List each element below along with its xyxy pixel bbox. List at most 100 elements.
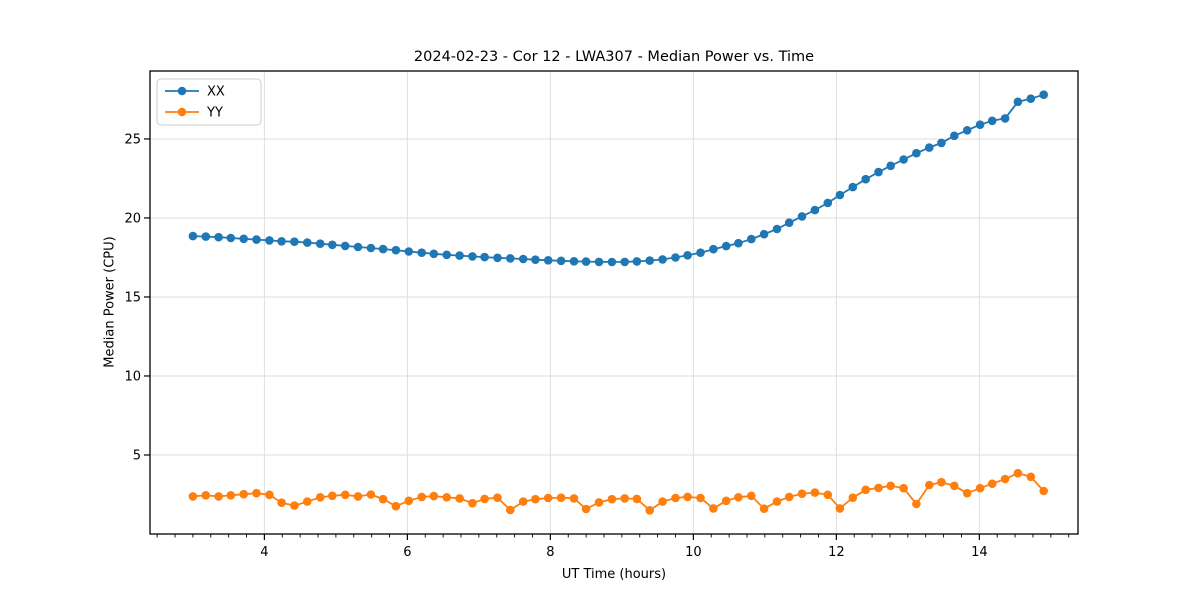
series-XX-point: [594, 257, 604, 267]
series-YY-point: [581, 504, 591, 514]
series-YY-point: [899, 483, 908, 493]
legend-marker-YY: [177, 107, 187, 117]
series-YY-point: [683, 492, 692, 502]
series-YY-point: [861, 485, 870, 495]
legend-label-YY: YY: [206, 106, 223, 121]
series-XX-point: [442, 250, 452, 260]
series-YY-point: [607, 494, 617, 504]
series-XX-point: [1013, 97, 1023, 107]
series-XX-point: [581, 257, 591, 266]
series-YY-point: [1026, 472, 1036, 482]
series-XX-point: [835, 190, 845, 200]
series-XX-point: [874, 167, 883, 177]
series-XX-point: [417, 248, 427, 257]
series-YY-point: [404, 496, 414, 506]
series-YY-point: [835, 504, 845, 513]
series-XX-point: [810, 205, 820, 215]
series-YY-point: [290, 501, 299, 510]
series-YY-point: [455, 494, 464, 503]
series-XX-point: [391, 245, 401, 255]
series-YY-point: [696, 493, 705, 503]
series-XX-point: [340, 241, 350, 251]
series-XX-point: [201, 232, 211, 241]
series-XX-point: [239, 234, 248, 244]
series-YY-point: [1000, 474, 1010, 484]
series-YY-point: [239, 489, 248, 499]
series-YY-point: [1013, 468, 1023, 478]
series-XX-point: [632, 257, 642, 266]
series-XX-point: [658, 255, 667, 264]
series-XX-point: [1026, 94, 1036, 103]
x-tick-label: 10: [685, 545, 702, 560]
series-YY-point: [353, 492, 363, 501]
axes-frame: [149, 70, 1079, 535]
series-XX-point: [861, 174, 870, 184]
series-XX-point: [848, 182, 858, 192]
series-YY-point: [226, 491, 236, 500]
series-YY-point: [265, 490, 274, 500]
y-tick-label: 5: [133, 448, 141, 463]
series-YY-point: [518, 497, 528, 506]
series-YY-point: [417, 492, 427, 502]
y-axis-label: Median Power (CPU): [102, 236, 118, 368]
x-tick-label: 8: [546, 545, 554, 560]
series-XX-point: [277, 237, 286, 246]
series-XX-point: [797, 212, 807, 221]
series-YY-point: [810, 488, 820, 497]
series-XX-point: [683, 251, 692, 260]
series-XX-point: [265, 236, 274, 245]
series-XX-point: [290, 237, 299, 246]
series-YY-point: [975, 483, 985, 493]
series-YY-point: [632, 494, 642, 504]
series-YY-point: [950, 481, 959, 491]
x-tick-label: 14: [971, 545, 988, 560]
series-XX-point: [620, 257, 629, 267]
series-YY-point: [759, 504, 769, 513]
series-XX-point: [315, 239, 325, 248]
series-YY-point: [442, 493, 452, 502]
x-tick-label: 4: [260, 545, 268, 560]
series-XX-point: [937, 138, 946, 148]
series-XX-point: [709, 244, 718, 254]
series-XX-point: [378, 244, 388, 254]
series-XX-point: [987, 116, 997, 126]
y-tick-label: 15: [124, 290, 141, 305]
series-YY-point: [277, 498, 286, 508]
series-YY-point: [772, 497, 782, 506]
series-XX-point: [823, 198, 833, 208]
series-XX-point: [607, 257, 617, 267]
series-XX-point: [493, 253, 502, 263]
y-tick-label: 20: [124, 211, 141, 226]
series-YY-point: [658, 497, 667, 506]
series-YY-point: [328, 491, 337, 501]
series-YY-point: [556, 493, 566, 503]
series-YY-point: [391, 501, 401, 511]
y-tick-label: 10: [124, 369, 141, 384]
series-YY-point: [429, 491, 439, 501]
series-YY-point: [886, 481, 895, 491]
series-XX-point: [772, 224, 782, 234]
series-XX-point: [671, 253, 680, 262]
series-XX-point: [429, 249, 439, 259]
series-YY-point: [366, 490, 376, 499]
series-YY-point: [252, 488, 261, 498]
series-YY-point: [925, 480, 934, 490]
series-YY-point: [797, 489, 807, 499]
series-YY-point: [506, 505, 515, 515]
series-YY-point: [709, 504, 718, 513]
series-XX-point: [962, 126, 972, 135]
series-YY-point: [315, 493, 325, 502]
series-XX-point: [734, 238, 743, 248]
chart-title: 2024-02-23 - Cor 12 - LWA307 - Median Po…: [413, 49, 815, 65]
series-YY-point: [531, 494, 540, 504]
series-XX-point: [518, 254, 528, 264]
series-XX-point: [784, 218, 794, 227]
series-XX-point: [569, 257, 579, 266]
series-YY-point: [987, 479, 997, 489]
x-axis-label: UT Time (hours): [561, 567, 667, 582]
series-XX-point: [531, 255, 540, 264]
series-XX-point: [404, 247, 414, 256]
series-YY-point: [201, 491, 211, 500]
series-YY-point: [468, 498, 477, 508]
